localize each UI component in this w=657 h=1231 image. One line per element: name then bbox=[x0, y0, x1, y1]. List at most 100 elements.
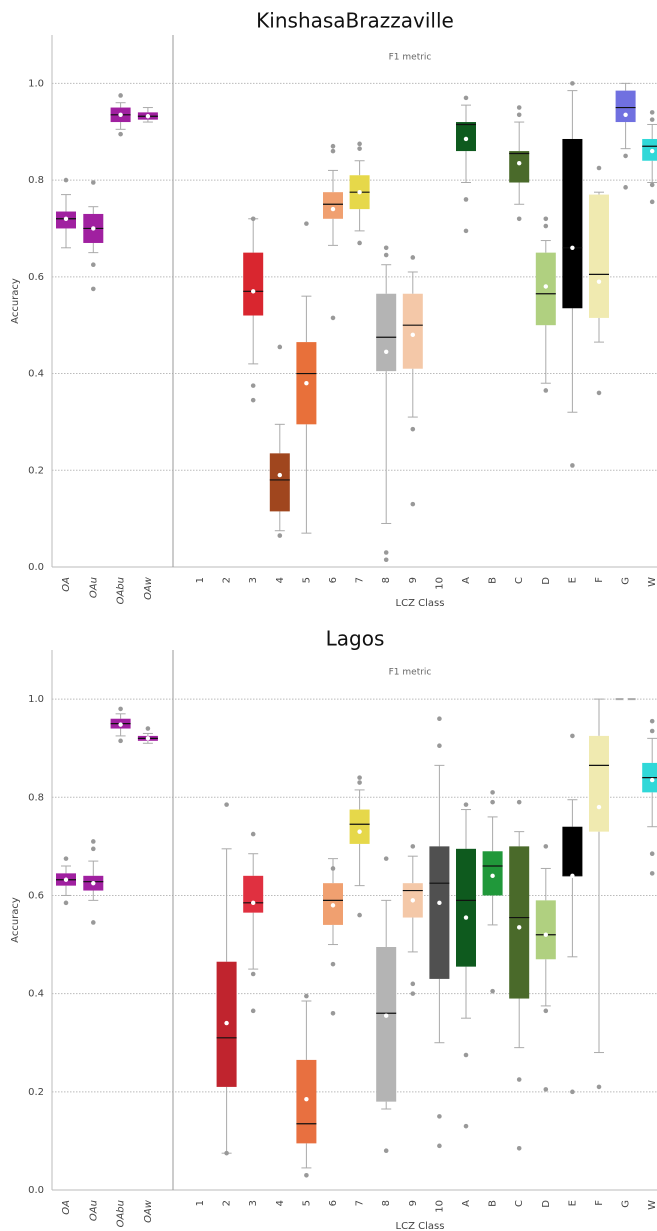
outlier bbox=[410, 981, 416, 987]
outlier bbox=[649, 851, 655, 857]
outlier bbox=[91, 180, 96, 185]
box-body bbox=[429, 846, 450, 979]
box-body bbox=[509, 846, 530, 999]
outlier bbox=[250, 216, 256, 222]
outlier bbox=[357, 146, 362, 151]
outlier bbox=[357, 141, 362, 147]
box bbox=[402, 844, 423, 996]
mean bbox=[410, 898, 415, 903]
box bbox=[243, 216, 264, 403]
outlier bbox=[649, 182, 655, 188]
outlier bbox=[463, 802, 469, 807]
box-body bbox=[589, 194, 609, 318]
box bbox=[589, 698, 609, 1090]
x-tick-label: OAbu bbox=[116, 577, 127, 604]
outlier bbox=[277, 533, 283, 538]
outlier bbox=[250, 1008, 256, 1014]
y-tick-label: 0.8 bbox=[28, 792, 44, 803]
mean bbox=[570, 873, 575, 879]
outlier bbox=[516, 105, 522, 110]
x-tick-label: E bbox=[567, 1200, 578, 1206]
box-body bbox=[349, 809, 370, 844]
mean bbox=[63, 877, 69, 882]
mean bbox=[118, 112, 123, 118]
x-tick-label: 9 bbox=[408, 577, 419, 583]
mean bbox=[91, 880, 96, 886]
box-body bbox=[456, 122, 476, 152]
x-tick-label: 10 bbox=[434, 1200, 445, 1213]
box bbox=[216, 802, 237, 1156]
mean bbox=[410, 332, 415, 338]
outlier bbox=[410, 426, 416, 432]
box bbox=[376, 856, 397, 1154]
x-tick-label: F bbox=[594, 577, 605, 583]
box bbox=[429, 716, 450, 1149]
outlier bbox=[649, 117, 655, 122]
box bbox=[349, 775, 370, 918]
box-body bbox=[509, 151, 530, 183]
mean bbox=[251, 900, 256, 906]
outlier bbox=[357, 780, 362, 785]
mean bbox=[437, 900, 442, 906]
box bbox=[323, 143, 343, 321]
outlier bbox=[649, 871, 655, 876]
outlier bbox=[570, 1089, 575, 1095]
outlier bbox=[118, 93, 123, 98]
x-tick-label: 7 bbox=[355, 1200, 366, 1206]
outlier bbox=[304, 1172, 309, 1178]
box-body bbox=[562, 826, 583, 876]
outlier bbox=[516, 216, 522, 222]
mean bbox=[330, 903, 336, 908]
box bbox=[137, 107, 158, 123]
y-tick-label: 0.4 bbox=[28, 369, 44, 380]
outlier bbox=[623, 185, 628, 190]
outlier bbox=[463, 1052, 469, 1058]
x-tick-label: 5 bbox=[301, 1200, 312, 1206]
outlier bbox=[383, 557, 389, 563]
y-tick-label: 0.2 bbox=[28, 465, 44, 476]
outlier bbox=[118, 706, 123, 712]
box-body bbox=[402, 293, 423, 369]
box bbox=[615, 82, 636, 190]
box bbox=[615, 696, 636, 702]
box bbox=[642, 110, 657, 205]
outlier bbox=[250, 383, 256, 388]
outlier bbox=[490, 790, 495, 795]
outlier bbox=[649, 728, 655, 734]
y-tick-label: 1.0 bbox=[28, 694, 44, 705]
x-tick-label: 3 bbox=[248, 577, 259, 583]
x-tick-label: 2 bbox=[222, 577, 233, 583]
box-body bbox=[376, 947, 397, 1102]
box bbox=[402, 255, 423, 507]
x-tick-label: 4 bbox=[275, 577, 286, 583]
outlier bbox=[91, 262, 96, 268]
x-axis-label: LCZ Class bbox=[396, 1221, 445, 1231]
x-tick-label: G bbox=[621, 1200, 632, 1208]
outlier bbox=[543, 216, 549, 222]
outlier bbox=[91, 839, 96, 844]
outlier bbox=[357, 240, 362, 246]
box bbox=[456, 95, 476, 234]
x-tick-label: B bbox=[488, 1200, 499, 1207]
x-tick-label: 6 bbox=[328, 1200, 339, 1206]
outlier bbox=[383, 550, 389, 555]
box bbox=[589, 165, 609, 396]
x-tick-label: 10 bbox=[434, 577, 445, 590]
outlier bbox=[63, 177, 69, 183]
box bbox=[323, 858, 343, 1016]
outlier bbox=[543, 1087, 549, 1092]
outlier bbox=[463, 95, 469, 101]
mean bbox=[384, 349, 389, 354]
mean bbox=[596, 279, 602, 284]
outlier bbox=[570, 463, 575, 468]
x-tick-label: OA bbox=[61, 577, 72, 592]
x-tick-label: OAw bbox=[143, 1199, 154, 1223]
x-tick-label: D bbox=[541, 577, 552, 585]
box bbox=[562, 81, 583, 468]
mean bbox=[224, 1020, 229, 1026]
mean bbox=[357, 829, 362, 834]
outlier bbox=[410, 844, 416, 849]
outlier bbox=[596, 1084, 602, 1090]
box-body bbox=[615, 90, 636, 123]
mean bbox=[357, 189, 362, 195]
